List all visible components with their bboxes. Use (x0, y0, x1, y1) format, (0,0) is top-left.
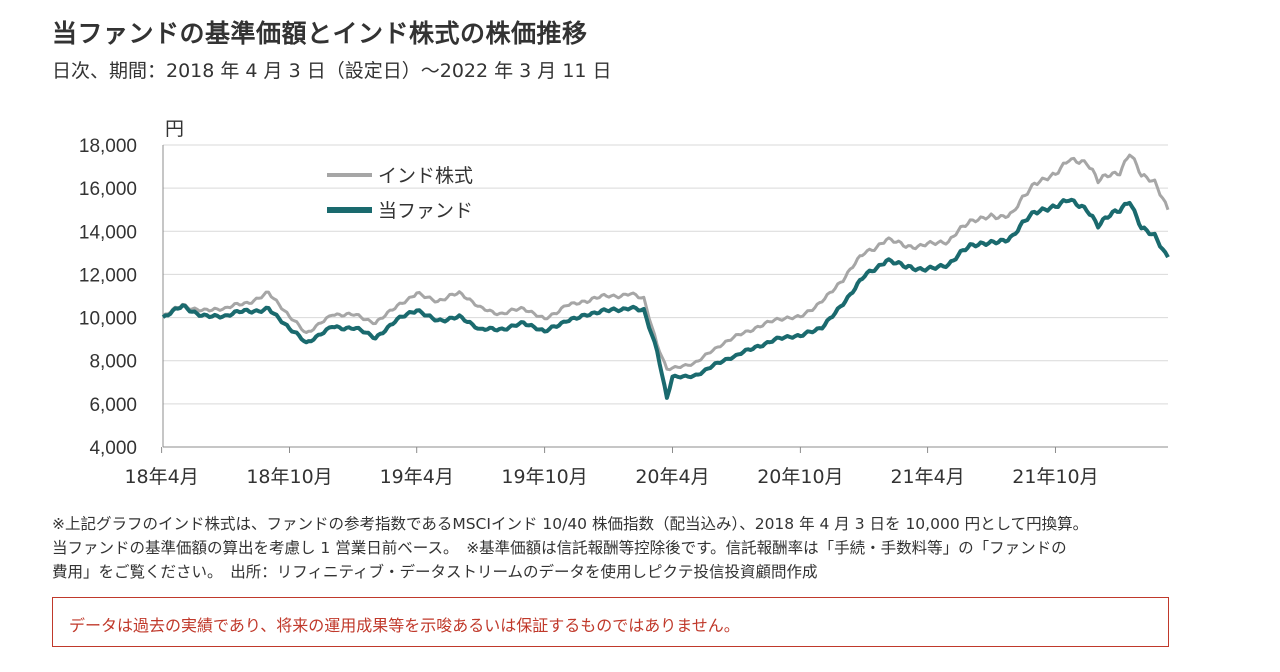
disclaimer-text: データは過去の実績であり、将来の運用成果等を示唆あるいは保証するものではありませ… (69, 616, 740, 635)
legend-label: 当ファンド (378, 200, 473, 222)
x-tick-label: 19年10月 (501, 466, 587, 488)
footnote-line: ※上記グラフのインド株式は、ファンドの参考指数であるMSCIインド 10/40 … (52, 515, 1089, 533)
x-tick-label: 18年10月 (246, 466, 332, 488)
y-tick-label: 14,000 (79, 222, 137, 243)
line-chart: 4,000 6,000 8,000 10,000 12,000 14,000 16,000 1… (79, 118, 1170, 488)
chart-subtitle: 日次、期間：2018 年 4 月 3 日（設定日）～2022 年 3 月 11 … (52, 60, 612, 82)
y-axis-unit-label: 円 (165, 118, 184, 140)
y-tick-label: 10,000 (79, 309, 137, 330)
y-tick-label: 4,000 (89, 438, 137, 459)
footnote-line: 当ファンドの基準価額の算出を考慮し 1 営業日前ベース。 ※基準価額は信託報酬等… (52, 539, 1067, 557)
axes: 4,000 6,000 8,000 10,000 12,000 14,000 16,000 1… (79, 118, 1168, 488)
y-tick-label: 6,000 (89, 395, 137, 416)
disclaimer-box: データは過去の実績であり、将来の運用成果等を示唆あるいは保証するものではありませ… (52, 597, 1169, 647)
x-tick-label: 21年10月 (1012, 466, 1098, 488)
series-line (162, 153, 1170, 372)
chart-title: 当ファンドの基準価額とインド株式の株価推移 (52, 19, 588, 48)
x-tick-label: 19年4月 (380, 466, 454, 488)
y-tick-label: 18,000 (79, 136, 137, 157)
series-line (161, 197, 1170, 400)
y-tick-label: 16,000 (79, 179, 137, 200)
footnote-line: 費用」をご覧ください。 出所：リフィニティブ・データストリームのデータを使用しピ… (52, 563, 818, 581)
footnotes: ※上記グラフのインド株式は、ファンドの参考指数であるMSCIインド 10/40 … (52, 512, 1232, 584)
x-tick-label: 20年10月 (757, 466, 843, 488)
legend-label: インド株式 (378, 165, 473, 187)
y-tick-label: 12,000 (79, 265, 137, 286)
series-lines (161, 153, 1170, 400)
grid-lines (163, 144, 1168, 405)
x-tick-label: 18年4月 (124, 466, 198, 488)
x-tick-label: 21年4月 (890, 466, 964, 488)
x-tick-label: 20年4月 (635, 466, 709, 488)
y-tick-label: 8,000 (89, 352, 137, 373)
